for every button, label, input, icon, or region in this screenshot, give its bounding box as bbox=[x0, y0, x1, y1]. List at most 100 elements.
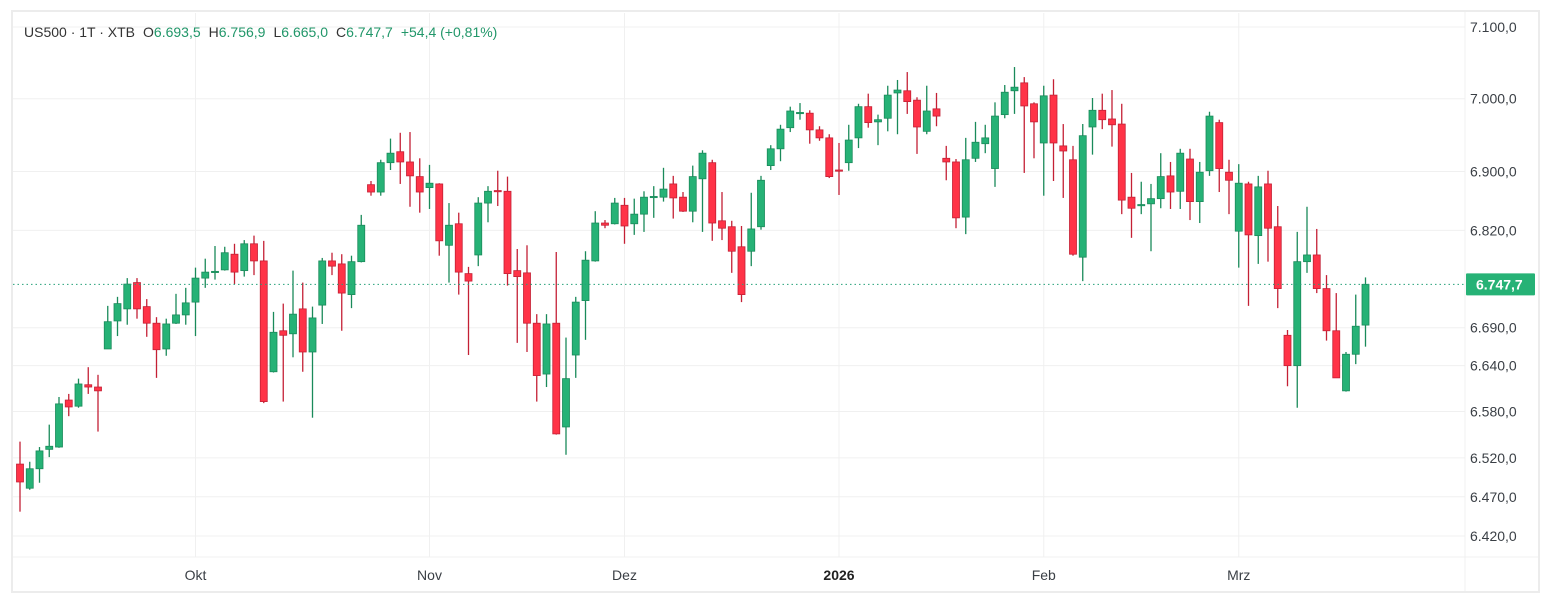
candle-up bbox=[874, 114, 882, 146]
candle-up bbox=[25, 461, 34, 490]
candle-down bbox=[737, 225, 746, 303]
candle-body bbox=[464, 273, 473, 282]
candle-body bbox=[1264, 183, 1272, 229]
candles bbox=[16, 67, 1370, 512]
candle-body bbox=[445, 224, 453, 246]
candle-up bbox=[757, 175, 765, 230]
candle-body bbox=[1147, 198, 1155, 205]
candle-down bbox=[1069, 145, 1077, 256]
open-value: 6.693,5 bbox=[153, 24, 201, 40]
time-axis[interactable]: Okt Nov Dez 2026 Feb Mrz bbox=[185, 567, 1251, 583]
candle-body bbox=[1351, 325, 1360, 355]
x-tick-label: 2026 bbox=[823, 567, 854, 583]
low-label: L bbox=[273, 24, 282, 40]
candle-up bbox=[201, 258, 210, 288]
candle-up bbox=[796, 103, 804, 120]
candle-down bbox=[679, 192, 687, 212]
candle-down bbox=[825, 134, 834, 179]
y-tick-label: 6.690,0 bbox=[1470, 320, 1517, 336]
candle-up bbox=[591, 211, 600, 262]
candle-up bbox=[318, 257, 327, 324]
candle-body bbox=[542, 323, 551, 375]
candle-up bbox=[922, 85, 931, 135]
candle-up bbox=[659, 167, 668, 202]
candle-body bbox=[679, 196, 687, 212]
candle-down bbox=[708, 159, 717, 241]
candle-body bbox=[844, 139, 853, 164]
candle-up bbox=[35, 447, 44, 483]
candle-up bbox=[854, 103, 863, 149]
candle-down bbox=[532, 314, 541, 402]
candle-body bbox=[279, 330, 288, 336]
candle-body bbox=[1312, 254, 1321, 289]
candle-down bbox=[415, 158, 424, 213]
candle-body bbox=[406, 161, 414, 177]
candle-down bbox=[464, 266, 473, 356]
candle-body bbox=[766, 148, 775, 167]
candle-up bbox=[1303, 206, 1311, 273]
candle-body bbox=[571, 301, 580, 356]
candle-down bbox=[16, 441, 24, 512]
candle-up bbox=[123, 278, 132, 325]
candle-body bbox=[1030, 103, 1038, 123]
candle-body bbox=[630, 213, 639, 225]
candle-up bbox=[649, 186, 658, 218]
candle-down bbox=[727, 220, 736, 273]
candle-up bbox=[971, 121, 980, 162]
low-value: 6.665,0 bbox=[281, 24, 328, 40]
chart-frame bbox=[11, 10, 1540, 593]
candle-body bbox=[532, 322, 541, 376]
candle-body bbox=[386, 152, 395, 164]
candle-down bbox=[367, 181, 375, 196]
candle-up bbox=[581, 251, 590, 340]
candle-up bbox=[45, 424, 54, 458]
y-tick-label: 6.900,0 bbox=[1470, 163, 1517, 179]
close-label: C bbox=[335, 24, 347, 40]
candle-up bbox=[766, 145, 775, 171]
candle-down bbox=[513, 248, 522, 343]
candle-up bbox=[640, 191, 648, 232]
candle-down bbox=[152, 317, 161, 378]
candle-body bbox=[883, 94, 892, 119]
candle-body bbox=[74, 383, 83, 407]
candle-body bbox=[133, 282, 141, 310]
candle-up bbox=[1000, 85, 1009, 119]
candle-body bbox=[835, 169, 843, 172]
candle-up bbox=[103, 305, 112, 350]
candle-down bbox=[133, 278, 141, 319]
last-price-label: 6.747,7 bbox=[1466, 273, 1535, 296]
candle-up bbox=[688, 165, 697, 223]
candle-body bbox=[1293, 261, 1302, 367]
price-axis[interactable]: 7.100,0 7.000,0 6.900,0 6.820,0 6.690,0 6.640… bbox=[1470, 19, 1517, 544]
candle-body bbox=[113, 303, 122, 322]
candle-up bbox=[1176, 148, 1185, 209]
candle-body bbox=[552, 322, 561, 435]
candle-body bbox=[786, 110, 795, 129]
candle-down bbox=[396, 132, 405, 184]
candle-body bbox=[425, 182, 434, 189]
candle-body bbox=[1156, 176, 1165, 200]
candle-body bbox=[562, 378, 570, 428]
candle-up bbox=[240, 240, 249, 277]
candle-down bbox=[552, 251, 561, 435]
candle-body bbox=[961, 159, 970, 218]
candle-body bbox=[211, 270, 219, 273]
candle-down bbox=[298, 282, 307, 372]
candle-down bbox=[259, 240, 268, 404]
candle-down bbox=[620, 197, 629, 244]
candle-up bbox=[1078, 124, 1087, 282]
candle-up bbox=[289, 270, 297, 358]
candle-up bbox=[991, 102, 999, 187]
candle-body bbox=[123, 283, 132, 310]
candle-body bbox=[708, 162, 717, 224]
candle-body bbox=[289, 313, 297, 335]
candle-body bbox=[932, 108, 941, 117]
candle-down bbox=[1283, 330, 1292, 387]
candle-down bbox=[1108, 90, 1116, 147]
candle-up bbox=[474, 197, 483, 267]
candle-down bbox=[601, 220, 609, 229]
candle-body bbox=[796, 112, 804, 115]
candle-body bbox=[991, 115, 999, 169]
candle-body bbox=[347, 261, 356, 295]
